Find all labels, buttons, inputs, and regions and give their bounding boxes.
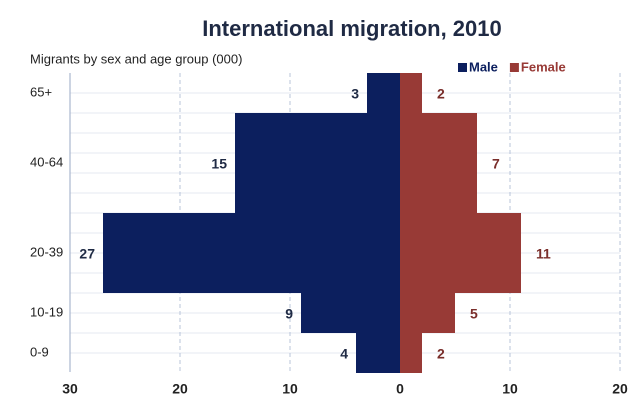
bar [367,73,400,113]
bar [400,73,422,113]
y-tick-label: 40-64 [30,154,63,169]
legend-swatch [509,63,519,72]
value-label: 9 [285,306,293,322]
bar [400,113,477,213]
bar [400,333,422,373]
y-tick-label: 20-39 [30,244,63,259]
x-tick-label: 20 [172,381,188,397]
value-label: 7 [492,156,500,172]
chart-subtitle: Migrants by sex and age group (000) [30,51,242,66]
value-label: 5 [470,306,478,322]
legend-swatch [458,63,467,72]
bar [356,333,400,373]
value-label: 27 [79,246,95,262]
x-tick-label: 10 [502,381,518,397]
y-tick-label: 10-19 [30,304,63,319]
bar [400,213,521,293]
y-tick-label: 65+ [30,84,52,99]
x-tick-label: 10 [282,381,298,397]
x-tick-label: 0 [396,381,404,397]
y-tick-label: 0-9 [30,344,49,359]
bar [301,293,400,333]
value-label: 15 [211,156,227,172]
value-label: 11 [536,246,551,262]
bar [235,113,400,213]
value-label: 3 [351,86,359,102]
x-tick-label: 20 [612,381,628,397]
bar [103,213,400,293]
legend-label: Male [469,59,498,74]
x-tick-label: 30 [62,381,78,397]
value-label: 4 [340,346,348,362]
value-label: 2 [437,346,445,362]
value-label: 2 [437,86,445,102]
legend-label: Female [521,59,566,74]
bar [400,293,455,333]
chart-title: International migration, 2010 [202,16,502,41]
